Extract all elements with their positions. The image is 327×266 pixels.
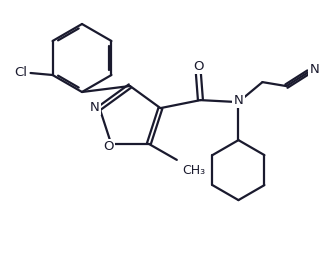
Text: N: N <box>233 94 243 107</box>
Text: O: O <box>103 140 113 153</box>
Text: O: O <box>193 60 204 73</box>
Text: N: N <box>310 63 319 76</box>
Text: N: N <box>90 101 99 114</box>
Text: Cl: Cl <box>14 66 27 80</box>
Text: CH₃: CH₃ <box>182 164 205 177</box>
